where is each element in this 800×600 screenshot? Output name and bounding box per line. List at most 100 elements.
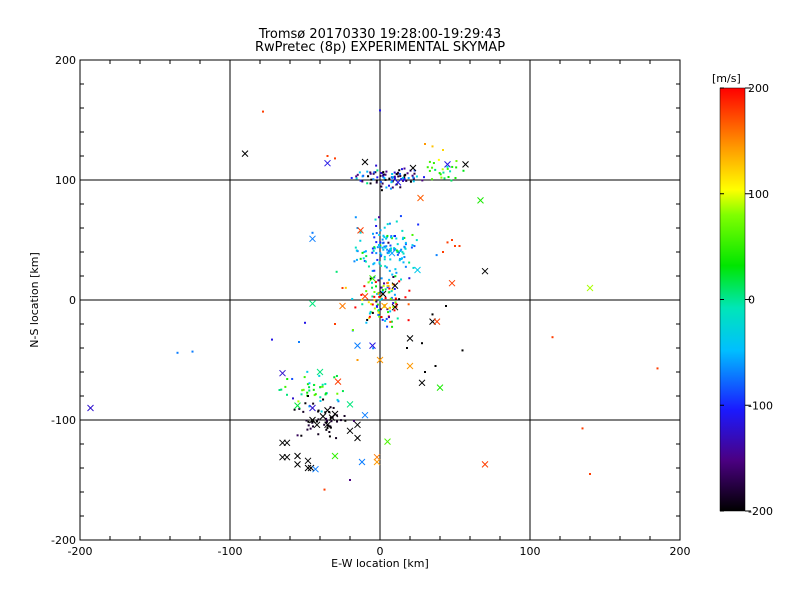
- data-dot: [401, 229, 404, 232]
- data-dot: [382, 176, 385, 179]
- data-dot: [399, 250, 402, 253]
- cross-stroke: [357, 227, 364, 234]
- data-cross: [324, 159, 331, 167]
- x-tick-label: 100: [520, 545, 541, 558]
- cross-stroke: [361, 411, 369, 419]
- data-cross: [87, 404, 94, 412]
- data-dot: [391, 325, 394, 328]
- data-dot: [330, 420, 333, 423]
- data-dot: [324, 393, 327, 396]
- data-dot: [321, 385, 324, 388]
- cross-stroke: [324, 159, 331, 167]
- data-dot: [381, 182, 384, 185]
- cross-stroke: [388, 249, 396, 257]
- data-cross: [304, 464, 312, 472]
- data-dot: [335, 374, 338, 377]
- data-dot: [384, 246, 387, 249]
- data-dot: [382, 171, 385, 174]
- data-cross: [418, 379, 426, 387]
- data-cross: [373, 458, 381, 466]
- data-dot: [302, 388, 305, 391]
- data-dot: [403, 256, 406, 259]
- data-dot: [374, 281, 377, 284]
- data-dot: [301, 389, 304, 392]
- data-dot: [393, 235, 396, 238]
- data-dot: [375, 305, 378, 308]
- data-dot: [379, 109, 381, 112]
- data-dot: [361, 303, 364, 306]
- data-cross: [373, 453, 381, 461]
- data-cross: [324, 421, 331, 429]
- data-dot: [439, 173, 442, 176]
- data-dot: [280, 388, 283, 391]
- data-dot: [399, 215, 402, 218]
- data-dot: [307, 420, 310, 423]
- data-dot: [385, 245, 388, 248]
- cross-stroke: [477, 197, 484, 204]
- data-dot: [395, 305, 398, 308]
- data-dot: [335, 437, 338, 440]
- data-dot: [388, 278, 391, 281]
- data-cross: [354, 434, 361, 442]
- data-dot: [431, 145, 434, 148]
- data-cross: [312, 465, 319, 473]
- data-dot: [344, 419, 347, 422]
- cross-stroke: [313, 421, 321, 429]
- data-dot: [388, 269, 391, 272]
- data-dot: [372, 232, 375, 235]
- data-cross: [334, 378, 342, 385]
- data-dot: [359, 257, 362, 260]
- data-dot: [370, 303, 373, 306]
- data-dot: [388, 316, 391, 319]
- data-dot: [401, 257, 404, 260]
- data-dot: [431, 166, 434, 169]
- data-dot: [400, 248, 403, 251]
- data-dot: [391, 172, 394, 175]
- cross-stroke: [309, 235, 316, 243]
- data-dot: [307, 424, 310, 427]
- data-dot: [395, 271, 398, 274]
- y-tick-label: -200: [51, 534, 76, 547]
- data-dot: [379, 297, 382, 300]
- data-dot: [375, 181, 378, 184]
- cross-stroke: [309, 416, 316, 424]
- data-cross: [586, 284, 594, 292]
- data-dot: [291, 377, 294, 380]
- data-dot: [317, 418, 320, 421]
- data-dot: [365, 321, 368, 324]
- cross-stroke: [331, 410, 339, 418]
- data-dot: [373, 299, 376, 302]
- data-cross: [448, 279, 456, 287]
- data-cross: [361, 411, 369, 419]
- data-dot: [386, 234, 389, 237]
- data-dot: [292, 397, 294, 400]
- data-dot: [589, 473, 591, 475]
- data-dot: [401, 179, 404, 182]
- data-dot: [365, 290, 368, 293]
- data-cross: [283, 439, 291, 447]
- data-dot: [336, 420, 339, 423]
- data-dot: [450, 179, 453, 182]
- data-dot: [377, 216, 380, 219]
- data-dot: [392, 275, 395, 278]
- data-dot: [352, 329, 354, 331]
- data-dot: [401, 176, 404, 179]
- data-dot: [387, 281, 390, 284]
- data-dot: [376, 303, 379, 306]
- data-dot: [329, 425, 332, 428]
- cross-stroke: [312, 465, 319, 473]
- data-dot: [278, 389, 281, 391]
- data-dot: [369, 171, 372, 174]
- data-dot: [424, 371, 426, 373]
- data-dot: [322, 398, 325, 401]
- data-dot: [297, 400, 300, 403]
- data-dot: [391, 273, 394, 276]
- data-dot: [303, 376, 306, 379]
- data-dot: [385, 266, 388, 269]
- data-dot: [329, 426, 332, 429]
- data-dot: [323, 488, 326, 491]
- data-dot: [455, 166, 458, 169]
- data-dot: [375, 252, 378, 255]
- data-dot: [388, 287, 391, 290]
- data-dot: [398, 169, 401, 172]
